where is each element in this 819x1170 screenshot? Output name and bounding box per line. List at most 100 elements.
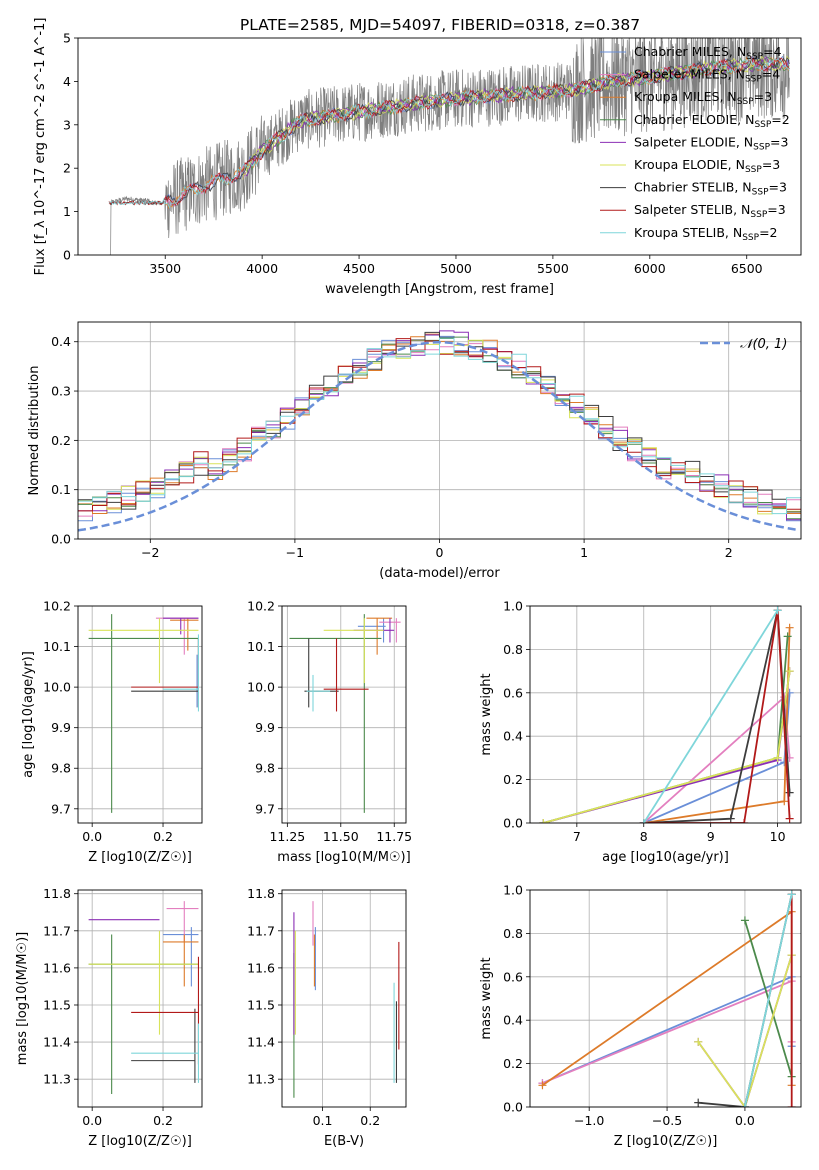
y-tick-label: 2 [63, 161, 71, 176]
y-tick-label: 10.1 [43, 639, 71, 654]
errorbar-point [323, 638, 369, 712]
y-tick-label: 0.4 [503, 729, 523, 744]
chart-title: PLATE=2585, MJD=54097, FIBERID=0318, z=0… [240, 16, 640, 34]
x-tick-label: 8 [640, 829, 648, 844]
mass-weight-marker [783, 632, 792, 641]
mass-weight-marker [785, 667, 794, 676]
x-tick-label: −2 [141, 545, 159, 560]
x-tick-label: 9 [707, 829, 715, 844]
mass-weight-line [643, 610, 791, 823]
normal-distribution-curve [78, 340, 799, 532]
x-tick-label: 5500 [537, 261, 569, 276]
y-axis-label: age [log10(age/yr)] [21, 651, 36, 778]
errorbar-point [163, 617, 199, 635]
mass-weight-marker [785, 623, 794, 632]
age_vs_mass-frame [281, 605, 407, 824]
age_vs_mass-plot-area [289, 614, 401, 813]
age_vs_Z-panel: 0.0 0.2 9.7 9.8 9.9 10.0 10.1 10.2 Z [log10(Z/Z☉… [21, 599, 203, 865]
residuals-plot-area [78, 330, 801, 532]
y-tick-label: 11.4 [247, 1035, 275, 1050]
mass-weight-marker [740, 819, 749, 823]
errorbar-point [304, 638, 339, 708]
mass_vs_EBV-panel: 0.1 0.2 11.3 11.4 11.5 11.6 11.7 11.8 E(B-V) [247, 886, 407, 1149]
mass-weight-marker [694, 1037, 703, 1046]
y-tick-label: 10.1 [247, 639, 275, 654]
x-tick-label: 5000 [440, 261, 472, 276]
x-tick-label: 4000 [246, 261, 278, 276]
mass-weight-marker [539, 819, 548, 823]
age_vs_mass-panel: 11.25 11.50 11.75 9.7 9.8 9.9 10.0 10.1 10.2 mass… [247, 599, 412, 866]
spectrum-plot-area [108, 38, 790, 255]
errorbar-point [131, 1008, 196, 1083]
weight_vs_Z-panel: −1.0 −0.5 0.0 0.0 0.2 0.4 0.6 0.8 1.0 Z [log10(Z/… [479, 883, 802, 1149]
mass-weight-line [744, 894, 793, 1107]
y-tick-label: 10.2 [247, 599, 275, 614]
y-tick-label: 0.4 [51, 334, 71, 349]
x-tick-label: 6500 [731, 261, 763, 276]
x-tick-label: 0.0 [735, 1113, 755, 1128]
x-tick-label: 11.50 [323, 829, 359, 844]
y-axis-label: Flux [f_λ 10^-17 erg cm^-2 s^-1 A^-1] [33, 18, 48, 276]
mass-weight-marker [639, 819, 648, 823]
y-axis-label: mass weight [479, 673, 494, 755]
y-tick-label: 11.3 [43, 1072, 71, 1087]
errorbar-point [306, 674, 331, 712]
x-tick-label: 1 [580, 545, 588, 560]
y-tick-label: 0.1 [51, 482, 71, 497]
errorbar-point [155, 617, 199, 655]
x-tick-label: 0.2 [360, 1113, 380, 1128]
mass-weight-marker [740, 1103, 749, 1107]
y-tick-label: 9.7 [51, 801, 71, 816]
y-tick-label: 10.0 [43, 680, 71, 695]
model-spectrum-line [242, 56, 790, 180]
mass-weight-marker [740, 916, 749, 925]
mass-weight-marker [785, 788, 794, 797]
x-tick-label: 11.75 [376, 829, 412, 844]
errorbar-point [88, 934, 199, 1095]
errorbar-point [366, 617, 393, 655]
y-tick-label: 5 [63, 31, 71, 46]
residuals-frame [77, 321, 802, 540]
legend-entry: Chabrier STELIB, NSSP=3 [634, 180, 787, 198]
weight_vs_Z-plot-area [538, 890, 796, 1107]
y-tick-label: 0.6 [503, 969, 523, 984]
y-tick-label: 1.0 [503, 883, 523, 898]
errorbar-point [163, 934, 199, 987]
x-tick-label: 0.0 [82, 1113, 102, 1128]
y-tick-label: 9.8 [255, 761, 275, 776]
y-tick-label: 1.0 [503, 599, 523, 614]
x-tick-label: 11.25 [269, 829, 305, 844]
errorbar-point [166, 901, 199, 942]
age_vs_Z-frame [77, 605, 203, 824]
y-tick-label: 11.8 [247, 886, 275, 901]
mass-weight-marker [538, 1081, 547, 1090]
mass_vs_Z-panel: 0.0 0.2 11.3 11.4 11.5 11.6 11.7 11.8 Z [log10(Z… [15, 886, 203, 1149]
legend-entry: Kroupa STELIB, NSSP=2 [634, 225, 778, 243]
x-tick-label: 4500 [343, 261, 375, 276]
mass-weight-marker [787, 1103, 796, 1107]
errorbar-point [131, 956, 200, 1065]
legend-entry: Kroupa ELODIE, NSSP=3 [634, 157, 780, 175]
legend-entry: Salpeter MILES, NSSP=4 [634, 67, 780, 85]
x-tick-label: 6000 [634, 261, 666, 276]
y-tick-label: 4 [63, 74, 71, 89]
x-axis-label: Z [log10(Z/Z☉)] [614, 1134, 718, 1149]
y-tick-label: 11.8 [43, 886, 71, 901]
residual-histogram-line [78, 337, 801, 515]
residual-histogram-line [78, 331, 801, 513]
x-axis-label: wavelength [Angstrom, rest frame] [325, 282, 554, 297]
model-spectrum-line [108, 56, 790, 206]
model-spectrum-line [108, 56, 790, 206]
y-axis-label: mass [log10(M/M☉)] [15, 932, 30, 1065]
weight_vs_age-frame [529, 605, 802, 824]
weight_vs_age-plot-area [539, 606, 794, 823]
y-tick-label: 1 [63, 204, 71, 219]
errorbar-point [88, 930, 199, 1035]
residuals-panel: −2 −1 0 1 2 0.0 0.1 0.2 0.3 0.4 (data-model)/error… [27, 321, 802, 581]
x-tick-label: 2 [725, 545, 733, 560]
legend-entry: 𝒩(0, 1) [740, 337, 787, 352]
x-tick-label: 7 [573, 829, 581, 844]
errorbar-point [289, 614, 382, 813]
mass_vs_Z-plot-area [88, 901, 200, 1095]
